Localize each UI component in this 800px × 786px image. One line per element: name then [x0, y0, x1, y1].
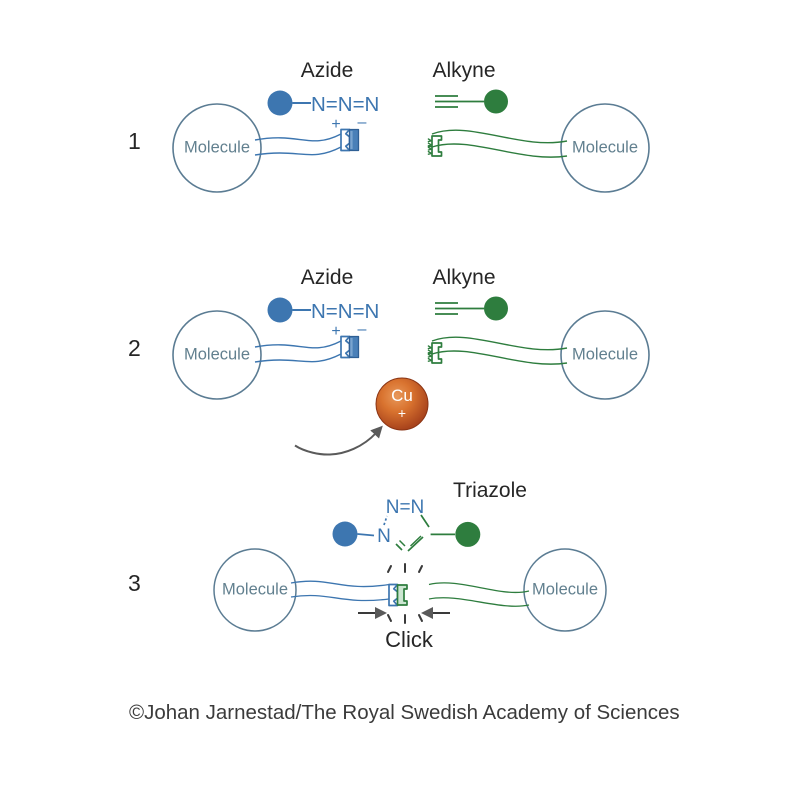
- svg-text:Cu: Cu: [391, 386, 413, 405]
- svg-text:+: +: [398, 405, 406, 421]
- svg-text:+: +: [331, 116, 340, 133]
- svg-text:N=N: N=N: [386, 497, 425, 518]
- svg-text:–: –: [358, 114, 367, 131]
- svg-text:N=N=N: N=N=N: [311, 93, 379, 116]
- svg-text:N: N: [377, 526, 391, 547]
